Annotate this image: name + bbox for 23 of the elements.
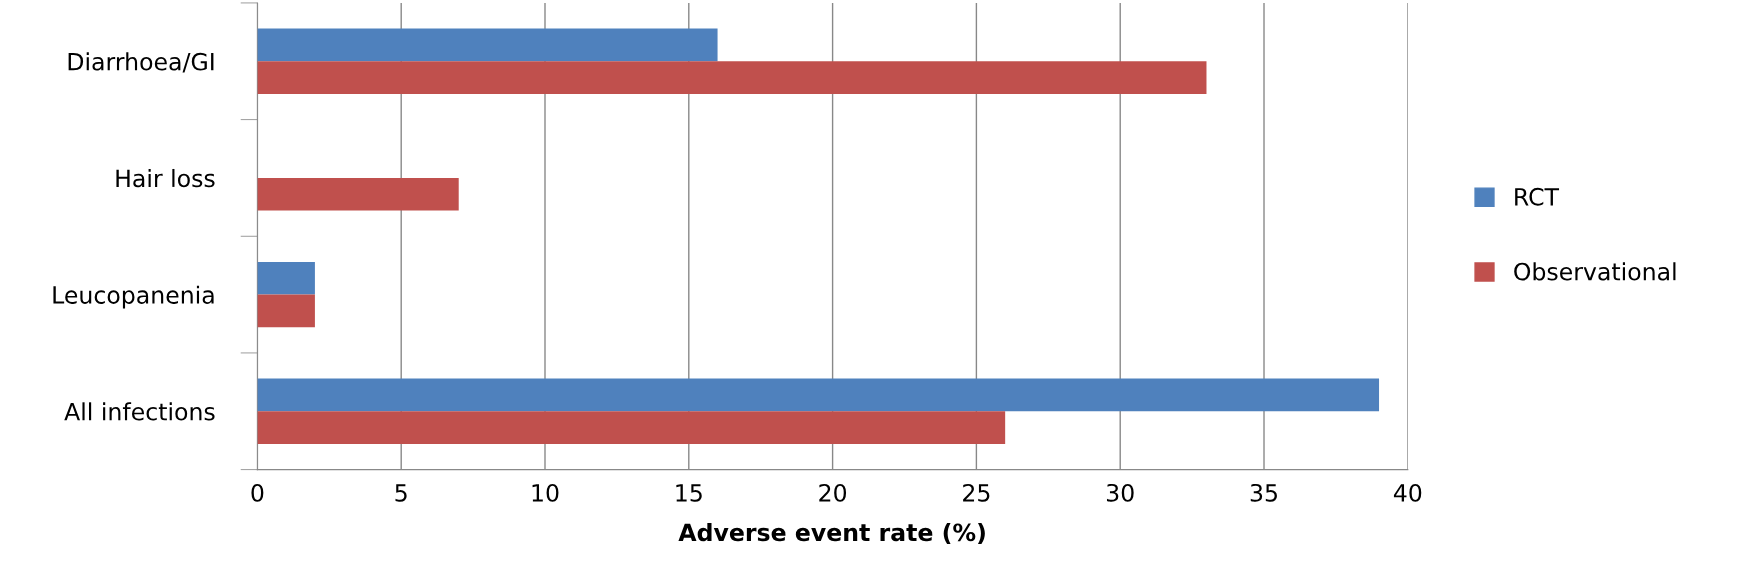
y-tick-label: Leucopanenia [53,285,214,309]
y-tick-label: Hair loss [116,168,215,188]
x-axis-title: Adverse event rate (%) [678,523,985,545]
y-tick-label: Diarrhoea/GI [68,52,214,73]
bar [257,261,315,295]
bar [257,28,718,62]
legend-label: RCT [1515,187,1560,206]
bar [257,294,315,328]
x-tick-label: 0 [251,483,264,502]
x-tick-label: 40 [1393,483,1422,502]
x-tick-label: 5 [395,484,407,502]
x-tick-label: 25 [963,483,990,502]
x-tick-label: 10 [532,483,559,502]
bar [257,411,1006,444]
x-tick-label: 30 [1106,483,1134,502]
x-tick-label: 20 [819,483,847,502]
y-tick-label: All infections [64,402,215,421]
legend-label: Observational [1514,262,1676,281]
x-tick-label: 15 [676,484,702,502]
x-tick-label: 35 [1250,483,1277,502]
bar [257,378,1380,412]
bar [257,61,1207,94]
bar [257,177,459,211]
